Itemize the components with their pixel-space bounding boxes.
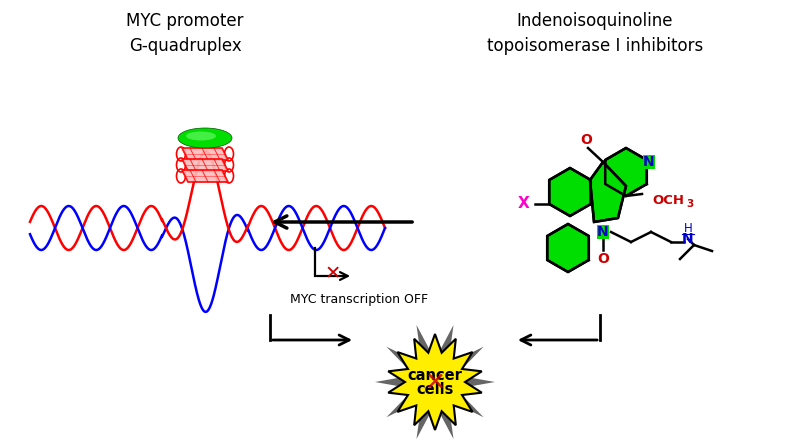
Polygon shape bbox=[439, 409, 454, 439]
Ellipse shape bbox=[186, 132, 216, 141]
Polygon shape bbox=[547, 224, 589, 272]
Text: cells: cells bbox=[416, 381, 454, 396]
Polygon shape bbox=[590, 162, 626, 222]
Polygon shape bbox=[417, 409, 431, 439]
Ellipse shape bbox=[178, 128, 232, 148]
Polygon shape bbox=[465, 376, 495, 387]
Polygon shape bbox=[439, 325, 454, 356]
Polygon shape bbox=[417, 325, 431, 356]
Text: cancer: cancer bbox=[407, 368, 462, 383]
Polygon shape bbox=[606, 148, 646, 196]
Text: O: O bbox=[580, 133, 592, 147]
Text: O: O bbox=[597, 252, 609, 266]
Polygon shape bbox=[550, 168, 590, 216]
Text: N: N bbox=[643, 155, 654, 169]
Text: ✕: ✕ bbox=[425, 371, 446, 395]
Polygon shape bbox=[375, 376, 406, 387]
Polygon shape bbox=[456, 395, 483, 417]
Text: OCH: OCH bbox=[652, 194, 684, 206]
Polygon shape bbox=[386, 395, 414, 417]
Polygon shape bbox=[456, 347, 483, 369]
Text: X: X bbox=[518, 197, 530, 211]
Polygon shape bbox=[182, 170, 228, 182]
Text: MYC promoter
G-quadruplex: MYC promoter G-quadruplex bbox=[126, 12, 244, 55]
Text: ✕: ✕ bbox=[325, 264, 341, 283]
Text: N: N bbox=[682, 232, 694, 246]
Text: Indenoisoquinoline
topoisomerase I inhibitors: Indenoisoquinoline topoisomerase I inhib… bbox=[487, 12, 703, 55]
Text: 3: 3 bbox=[686, 199, 694, 209]
Polygon shape bbox=[182, 148, 228, 160]
Polygon shape bbox=[386, 347, 414, 369]
Text: N: N bbox=[597, 225, 609, 239]
Text: H: H bbox=[684, 222, 692, 235]
Text: MYC transcription OFF: MYC transcription OFF bbox=[290, 293, 428, 306]
Polygon shape bbox=[182, 159, 228, 171]
Polygon shape bbox=[388, 334, 482, 430]
